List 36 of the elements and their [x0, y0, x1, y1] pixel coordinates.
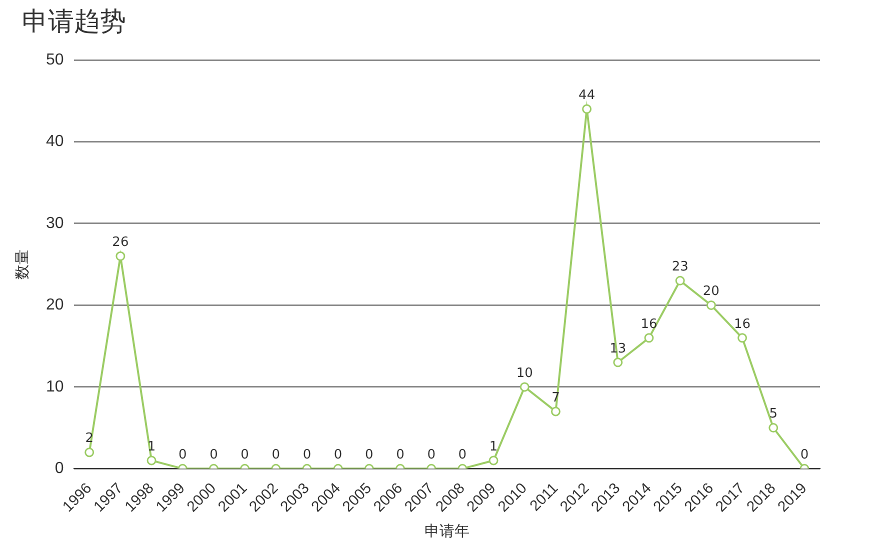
data-label: 0	[800, 448, 809, 463]
chart-title: 申请趋势	[22, 6, 126, 39]
data-label: 0	[458, 448, 467, 463]
y-tick-label: 30	[46, 214, 64, 232]
point	[613, 358, 623, 368]
data-label: 0	[334, 448, 342, 463]
data-label: 23	[672, 260, 688, 275]
point	[738, 333, 748, 343]
data-label: 0	[240, 448, 249, 463]
x-axis-title: 申请年	[424, 523, 470, 540]
point	[675, 276, 685, 286]
data-label: 1	[489, 439, 498, 454]
y-axis-title: 数量	[14, 249, 32, 280]
data-label: 44	[578, 88, 596, 103]
y-tick-label: 0	[54, 460, 64, 478]
data-label: 16	[640, 316, 658, 332]
data-label: 0	[365, 448, 374, 463]
point	[706, 300, 716, 310]
point	[116, 251, 126, 261]
point	[644, 333, 654, 343]
data-label: 0	[427, 448, 436, 463]
y-tick-label: 50	[46, 51, 64, 68]
data-label: 0	[178, 448, 187, 463]
data-label: 10	[516, 366, 533, 381]
y-tick-label: 40	[46, 133, 64, 150]
y-tick-label: 20	[46, 296, 64, 314]
data-label: 26	[112, 235, 129, 250]
data-label: 0	[396, 448, 404, 463]
point	[520, 382, 530, 392]
y-tick-label: 10	[46, 378, 64, 396]
data-label: 16	[734, 316, 751, 332]
data-label: 0	[302, 448, 312, 463]
data-label: 20	[702, 284, 720, 300]
data-label: 5	[769, 406, 778, 422]
data-label: 0	[210, 448, 218, 463]
data-label: 0	[272, 448, 280, 463]
